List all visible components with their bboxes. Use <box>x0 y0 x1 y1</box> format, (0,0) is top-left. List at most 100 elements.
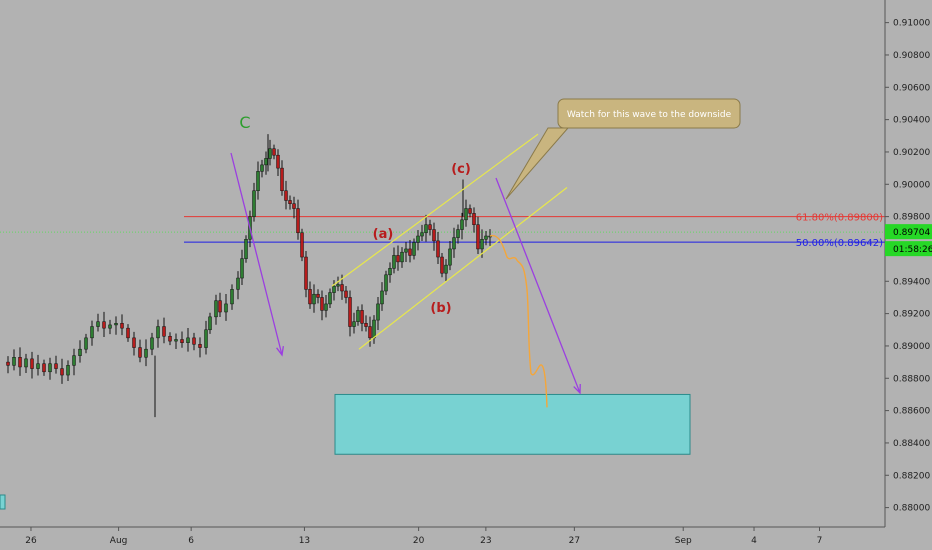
candle-body <box>456 229 460 238</box>
candle-body <box>150 337 154 350</box>
wave-label-c-major: C <box>239 113 250 132</box>
candle-body <box>30 358 34 369</box>
candle-body <box>460 219 464 230</box>
callout: Watch for this wave to the downside <box>505 98 741 200</box>
candle-body <box>364 323 368 327</box>
candle-body <box>230 289 234 305</box>
y-tick-label: 0.90000 <box>893 180 930 190</box>
downtrend-arrow-right-head <box>573 383 581 395</box>
x-tick-label: Aug <box>110 536 128 546</box>
candle-body <box>372 319 376 339</box>
y-tick-label: 0.88200 <box>893 471 930 481</box>
candle-body <box>66 365 70 376</box>
downtrend-arrow-left-head <box>276 346 285 357</box>
wave-label-a: (a) <box>373 227 394 242</box>
time-axis[interactable]: 26 Aug 6 13 20 23 27 Sep 4 7 <box>0 526 885 546</box>
x-tick-label: 20 <box>413 536 425 546</box>
candle-body <box>424 224 428 234</box>
candle-body <box>484 235 488 240</box>
candle-body <box>276 154 280 169</box>
candle-body <box>78 348 82 356</box>
downtrend-arrow-left <box>230 152 283 356</box>
price-axis[interactable]: 0.91000 0.90800 0.90600 0.90400 0.90200 0.900… <box>884 0 932 527</box>
candle-body <box>260 164 264 172</box>
y-tick-label: 0.88600 <box>893 407 930 417</box>
candle-body <box>308 289 312 305</box>
x-tick-label: 4 <box>751 536 757 546</box>
x-tick-label: 27 <box>569 536 580 546</box>
countdown-label: 01:58:26 <box>893 245 932 255</box>
candle-body <box>408 248 412 256</box>
candle-body <box>198 344 202 348</box>
y-tick-label: 0.88800 <box>893 374 930 384</box>
callout-pointer <box>505 127 570 200</box>
y-tick-label: 0.90200 <box>893 148 930 158</box>
candle-body <box>368 326 372 339</box>
candle-body <box>332 285 336 293</box>
candle-body <box>300 232 304 258</box>
candle-body <box>444 264 448 274</box>
candle-body <box>440 256 444 274</box>
y-tick-label: 0.88400 <box>893 439 930 449</box>
candle-body <box>252 190 256 217</box>
candle-body <box>304 256 308 290</box>
projected-path <box>489 234 548 408</box>
candle-body <box>36 363 40 369</box>
downtrend-arrow-right <box>495 177 581 394</box>
candle-body <box>280 167 284 192</box>
candle-body <box>412 242 416 256</box>
drawings: C (a) (b) (c) <box>230 113 581 408</box>
candle-body <box>60 368 64 376</box>
y-tick-label: 0.90400 <box>893 116 930 126</box>
candle-body <box>120 323 124 329</box>
candle-body <box>376 303 380 321</box>
candle-body <box>90 326 94 339</box>
y-tick-label: 0.90600 <box>893 83 930 93</box>
candle-body <box>452 237 456 250</box>
x-tick-label: 6 <box>188 536 194 546</box>
target-zone <box>334 393 691 455</box>
channel-upper-line <box>331 133 539 287</box>
candle-body <box>468 208 472 214</box>
candle-body <box>174 339 178 342</box>
y-tick-label: 0.89400 <box>893 277 930 287</box>
candle-body <box>138 347 142 358</box>
last-price-badge <box>885 224 932 240</box>
candle-body <box>344 290 348 298</box>
candle-body <box>380 290 384 305</box>
x-tick-label: 7 <box>817 536 823 546</box>
candle-body <box>264 158 268 166</box>
y-tick-label: 0.90800 <box>893 51 930 61</box>
candle-body <box>388 268 392 276</box>
channel-lower-line <box>358 187 568 350</box>
y-tick-label: 0.89800 <box>893 213 930 223</box>
candle-body <box>292 203 296 209</box>
candle-body <box>126 327 130 339</box>
candle-body <box>328 292 332 305</box>
candle-body <box>324 303 328 311</box>
candle-body <box>204 329 208 348</box>
candle-body <box>448 248 452 266</box>
x-tick-label: 13 <box>299 536 310 546</box>
y-tick-label: 0.89000 <box>893 342 930 352</box>
candle-body <box>476 224 480 250</box>
candle-body <box>42 363 46 373</box>
candle-body <box>356 310 360 322</box>
candle-body <box>384 274 388 292</box>
candle-body <box>54 363 58 369</box>
fib-label: 61.80%(0.89800) <box>796 213 883 224</box>
legend-square <box>0 494 6 510</box>
candle-body <box>236 277 240 290</box>
candle-body <box>464 208 468 221</box>
candle-body <box>102 321 106 329</box>
candle-body <box>392 255 396 269</box>
candle-body <box>12 357 16 366</box>
candle-body <box>272 148 276 156</box>
candle-body <box>162 326 166 337</box>
candle-body <box>480 239 484 250</box>
y-tick-label: 0.91000 <box>893 19 930 29</box>
candle-body <box>186 337 190 343</box>
x-tick-label: 26 <box>25 536 37 546</box>
candle-body <box>312 293 316 305</box>
